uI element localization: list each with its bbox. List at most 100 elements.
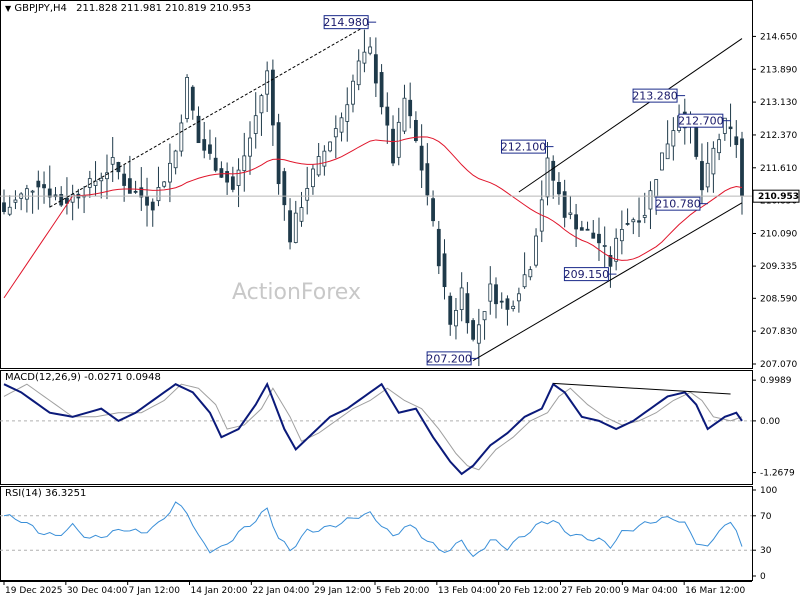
candle-body — [253, 115, 258, 134]
candle-body — [637, 220, 641, 223]
candle-body — [545, 157, 550, 198]
candle-body — [671, 130, 676, 147]
candle-body — [557, 181, 561, 195]
candle-body — [7, 206, 12, 215]
candle-body — [42, 184, 46, 189]
candle-body — [402, 97, 407, 132]
candle-body — [99, 177, 104, 182]
macd-axis-label: 0.9989 — [760, 376, 792, 386]
current-price-label: 210.953 — [758, 192, 799, 202]
candle-body — [574, 214, 578, 230]
candle-body — [36, 180, 41, 188]
candle-body — [494, 284, 498, 305]
time-axis-label: 13 Feb 04:00 — [438, 586, 497, 596]
time-axis-label: 30 Dec 04:00 — [67, 586, 128, 596]
candle-body — [179, 122, 184, 152]
candle-body — [619, 228, 624, 242]
candle-body — [516, 293, 521, 302]
candle-body — [591, 232, 596, 239]
price-axis-label: 210.090 — [760, 229, 797, 239]
candle-body — [631, 219, 636, 223]
current-price-tag — [752, 189, 800, 203]
candle-body — [24, 188, 29, 200]
rsi-axis-label: 100 — [760, 486, 777, 496]
candle-body — [734, 136, 739, 146]
candles-group — [2, 29, 744, 367]
candle-body — [196, 115, 201, 144]
price-pane-title: ▼ GBPJPY,H4 211.828 211.981 210.819 210.… — [5, 3, 251, 14]
candle-body — [442, 253, 447, 288]
candle-body — [700, 161, 704, 191]
time-axis-label: 16 Mar 12:00 — [685, 586, 745, 596]
candle-body — [270, 69, 275, 126]
candle-body — [711, 147, 716, 175]
candle-body — [133, 190, 138, 193]
candle-body — [276, 122, 281, 185]
price-axis-label: 212.370 — [760, 131, 797, 141]
candle-body — [259, 95, 264, 114]
candle-body — [459, 287, 464, 310]
candle-body — [299, 207, 304, 222]
candle-body — [505, 298, 510, 310]
candle-body — [208, 144, 212, 154]
candle-body — [419, 145, 424, 171]
symbol-label: GBPJPY,H4 — [14, 3, 67, 14]
candle-body — [105, 172, 109, 180]
candle-body — [2, 202, 6, 212]
candle-body — [282, 171, 287, 206]
ohlc-readout: 211.828 211.981 210.819 210.953 — [76, 3, 252, 14]
candle-body — [511, 305, 516, 310]
candle-body — [482, 311, 487, 321]
candle-body — [528, 269, 533, 278]
time-axis-label: 27 Feb 20:00 — [562, 586, 621, 596]
price-pane-frame — [0, 0, 753, 369]
macd-pane-frame — [0, 370, 753, 485]
price-annotation-label: 213.280 — [632, 90, 678, 103]
candle-body — [162, 181, 167, 187]
candle-body — [614, 237, 619, 262]
candle-body — [602, 245, 607, 247]
macd-signal-line — [3, 383, 743, 471]
price-axis-label: 209.335 — [760, 262, 797, 272]
macd-main-line — [3, 381, 743, 476]
candle-body — [345, 104, 350, 122]
time-axis-label: 9 Mar 04:00 — [623, 586, 678, 596]
candle-body — [414, 119, 418, 142]
candle-body — [476, 324, 481, 344]
channel-upper-line — [518, 38, 743, 193]
symbol-indicator-icon: ▼ — [5, 4, 12, 13]
candle-body — [396, 121, 401, 158]
candle-body — [47, 188, 52, 198]
candle-body — [740, 138, 744, 196]
price-axis-label: 207.830 — [760, 327, 797, 337]
price-annotation-label: 214.980 — [323, 16, 369, 29]
candle-body — [185, 76, 189, 119]
candle-body — [122, 173, 127, 186]
candle-body — [328, 141, 332, 152]
candle-body — [110, 157, 115, 165]
candle-body — [534, 235, 538, 266]
candle-body — [568, 212, 573, 215]
candle-body — [288, 210, 292, 243]
candle-body — [471, 320, 476, 340]
rsi-pane-frame — [0, 486, 753, 581]
candle-body — [248, 137, 252, 157]
macd-axis-label: 0.00 — [760, 417, 780, 427]
macd-divergence-line — [553, 382, 731, 395]
candle-body — [156, 187, 161, 202]
channel-lower-line — [472, 202, 743, 361]
candle-body — [190, 86, 195, 111]
candle-body — [654, 179, 659, 198]
candle-body — [373, 54, 378, 84]
candle-body — [717, 139, 722, 154]
price-axis-label: 208.590 — [760, 294, 797, 304]
candle-body — [236, 169, 241, 186]
candle-body — [362, 51, 367, 64]
price-axis-label: 213.130 — [760, 98, 797, 108]
price-annotation-label: 210.780 — [655, 198, 701, 211]
trendline-upper-dashed — [49, 23, 371, 208]
candle-body — [454, 310, 458, 327]
candle-body — [65, 197, 69, 204]
candle-body — [30, 190, 35, 193]
price-axis-label: 211.610 — [760, 164, 797, 174]
